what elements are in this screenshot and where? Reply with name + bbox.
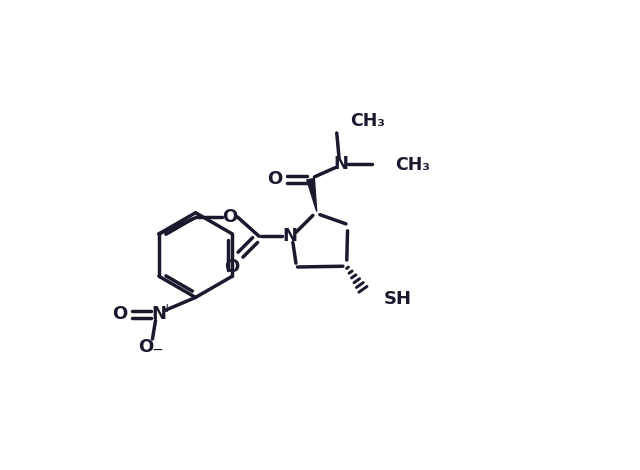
Text: N: N (334, 155, 349, 173)
Text: O: O (225, 258, 239, 276)
Text: CH₃: CH₃ (351, 112, 385, 130)
Text: +: + (162, 302, 172, 315)
Text: SH: SH (384, 290, 412, 308)
Polygon shape (307, 179, 317, 212)
Text: O: O (222, 208, 237, 226)
Text: O: O (138, 338, 153, 356)
Text: O: O (268, 170, 283, 188)
Text: −: − (151, 343, 163, 357)
Text: N: N (151, 306, 166, 323)
Text: O: O (113, 306, 128, 323)
Text: N: N (282, 227, 298, 245)
Text: CH₃: CH₃ (396, 157, 430, 174)
